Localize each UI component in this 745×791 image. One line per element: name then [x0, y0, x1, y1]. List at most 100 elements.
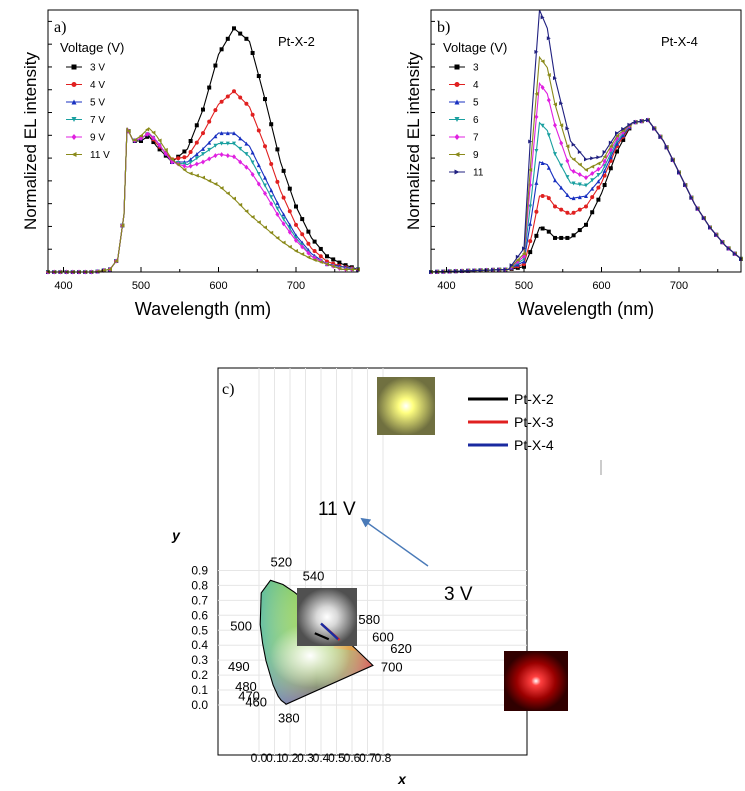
data-point — [306, 241, 311, 246]
data-point — [232, 141, 236, 146]
data-point — [577, 195, 582, 200]
data-point — [540, 85, 545, 91]
data-point — [559, 235, 564, 240]
data-point — [602, 173, 607, 178]
data-point — [546, 97, 551, 103]
data-point — [534, 209, 539, 214]
plot-frame — [47, 9, 359, 273]
data-point — [225, 141, 230, 146]
data-point — [238, 202, 243, 207]
chart-title: Pt-X-2 — [278, 34, 315, 49]
data-point — [596, 173, 601, 178]
data-point — [176, 156, 181, 161]
data-point — [553, 152, 557, 157]
data-point — [306, 229, 311, 234]
data-point — [596, 185, 601, 190]
data-point — [633, 120, 638, 125]
data-point — [615, 141, 619, 146]
data-point — [287, 186, 292, 191]
data-point — [157, 142, 162, 148]
data-point — [114, 258, 119, 263]
data-point — [182, 167, 187, 172]
data-point — [546, 229, 551, 234]
data-point — [281, 240, 286, 245]
photo-yellow-device — [377, 377, 435, 435]
x-tick-label: 0.0 — [251, 751, 268, 765]
wavelength-label-620: 620 — [390, 641, 412, 656]
data-point — [565, 210, 570, 215]
data-point — [201, 146, 205, 151]
data-point — [565, 175, 570, 180]
data-point — [571, 196, 576, 201]
data-point — [522, 259, 526, 264]
data-point — [590, 156, 595, 161]
data-point — [194, 161, 199, 167]
data-point — [590, 186, 595, 191]
cie-series-0 — [314, 632, 330, 641]
data-point — [546, 133, 551, 138]
data-point — [213, 153, 218, 159]
data-point — [534, 91, 539, 96]
data-point — [219, 99, 224, 104]
photo-white-device — [297, 588, 357, 646]
y-tick-label: 0.1 — [191, 683, 208, 697]
data-point — [145, 127, 150, 132]
data-point — [244, 152, 249, 157]
legend-label: 11 V — [90, 150, 110, 161]
data-point — [608, 155, 613, 160]
data-point — [213, 134, 218, 139]
data-point — [540, 59, 545, 64]
data-point — [577, 228, 582, 233]
data-point — [559, 140, 564, 146]
panel-label: b) — [437, 19, 450, 36]
data-point — [621, 126, 626, 131]
data-point — [250, 160, 255, 165]
data-point — [207, 140, 212, 145]
x-axis-label: Wavelength (nm) — [518, 299, 654, 319]
data-point — [188, 160, 193, 165]
y-axis-label: y — [171, 527, 181, 543]
data-point — [534, 180, 539, 185]
legend-label: 6 — [473, 115, 479, 126]
data-point — [509, 263, 514, 268]
data-point — [188, 171, 193, 176]
data-point — [646, 118, 650, 123]
panel-label: c) — [222, 381, 234, 398]
x-tick-label: 500 — [132, 280, 150, 292]
data-point — [207, 147, 212, 152]
data-point — [522, 246, 526, 251]
data-point — [714, 232, 719, 237]
data-point — [244, 36, 249, 41]
x-axis-label: Wavelength (nm) — [135, 299, 271, 319]
data-point — [238, 146, 243, 151]
wavelength-label-490: 490 — [228, 659, 250, 674]
data-point — [318, 254, 323, 259]
legend-title: Voltage (V) — [60, 40, 124, 55]
data-point — [689, 195, 694, 200]
data-point — [232, 196, 236, 201]
data-point — [331, 257, 336, 262]
data-point — [281, 212, 286, 217]
data-point — [306, 250, 311, 256]
data-point — [590, 195, 595, 200]
data-point — [132, 137, 137, 142]
data-point — [232, 26, 236, 31]
data-point — [294, 222, 298, 227]
data-point — [145, 131, 150, 137]
data-point — [596, 166, 601, 172]
data-point — [201, 131, 205, 136]
x-tick-label: 700 — [670, 280, 688, 292]
x-tick-label: 0.1 — [266, 751, 283, 765]
legend-label: 9 V — [90, 133, 105, 144]
legend-label: 3 V — [90, 63, 105, 74]
data-point — [454, 99, 460, 105]
x-tick-label: 0.3 — [297, 751, 314, 765]
wavelength-label-540: 540 — [303, 568, 325, 583]
data-point — [269, 230, 274, 235]
cie-series-2 — [320, 622, 339, 641]
data-point — [608, 140, 613, 145]
data-point — [571, 233, 576, 238]
data-point — [515, 254, 520, 259]
data-point — [225, 153, 230, 159]
